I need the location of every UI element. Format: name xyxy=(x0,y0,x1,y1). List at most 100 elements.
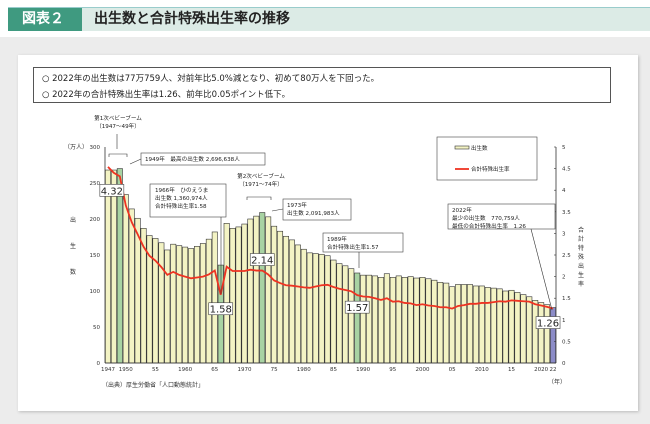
birth-bar xyxy=(182,246,189,364)
right-tick-label: 0 xyxy=(562,361,566,367)
source-note: （出典）厚生労働省「人口動態統計」 xyxy=(102,381,204,389)
tfr-value-label-box xyxy=(535,316,561,329)
annotation-box xyxy=(282,198,352,221)
x-tick-label: 15 xyxy=(508,367,515,373)
left-axis-label-char: 出 xyxy=(70,216,76,224)
annotation-box xyxy=(447,203,556,230)
birth-bar xyxy=(407,276,414,364)
birth-bar xyxy=(253,215,260,364)
birth-bar xyxy=(271,225,278,364)
birth-bar xyxy=(401,277,408,364)
annotation-1989: 合計特殊出生率1.57 xyxy=(327,243,379,251)
tfr-value-label-box xyxy=(249,253,275,266)
birth-bar xyxy=(354,272,361,364)
birth-bar xyxy=(312,253,319,364)
annotation-arrow xyxy=(271,208,284,212)
left-tick-label: 300 xyxy=(90,145,101,151)
birth-bar xyxy=(490,287,497,364)
birth-bar xyxy=(514,292,521,364)
birth-bar xyxy=(472,285,479,364)
birth-bar xyxy=(520,294,527,364)
birth-bar xyxy=(122,194,129,364)
birth-bar xyxy=(211,231,218,364)
birth-bar xyxy=(526,296,533,364)
birth-bar xyxy=(223,223,230,364)
annotation-2022: 最少の出生数 770,759人 xyxy=(452,214,520,222)
birth-bar xyxy=(538,302,545,364)
birth-bar xyxy=(383,273,390,364)
summary-line: ○ 2022年の出生数は77万759人、対前年比5.0%減となり、初めて80万人… xyxy=(42,74,380,84)
annotation-bracket xyxy=(108,153,128,157)
birth-bar xyxy=(259,212,266,364)
x-tick-label: 1970 xyxy=(237,367,251,373)
birth-bar xyxy=(372,275,378,364)
birth-bar xyxy=(478,285,485,364)
right-axis-label-char: 合 xyxy=(578,226,584,234)
birth-bar xyxy=(550,307,556,364)
birth-bar xyxy=(443,282,450,364)
birth-bar xyxy=(360,274,367,364)
right-tick-label: 2 xyxy=(562,275,566,281)
figure-title: 出生数と合計特殊出生率の推移 xyxy=(94,11,290,27)
birth-bar xyxy=(431,279,438,364)
right-tick-label: 0.5 xyxy=(562,339,571,345)
birth-bar xyxy=(247,218,254,364)
birth-bar xyxy=(324,255,331,364)
birth-bar xyxy=(318,253,325,364)
birth-bar xyxy=(170,243,177,364)
legend-box xyxy=(436,136,538,181)
annotation-box xyxy=(322,232,404,253)
birth-bar xyxy=(419,277,426,364)
birth-bar xyxy=(283,235,289,364)
right-tick-label: 1 xyxy=(562,318,566,324)
right-tick-label: 4 xyxy=(562,188,566,194)
birth-bar xyxy=(205,238,212,364)
x-tick-label: 1980 xyxy=(297,367,311,373)
annotation-1973: 1973年 xyxy=(287,201,307,209)
tfr-value-label: 4.32 xyxy=(101,186,123,197)
legend-label-births: 出生数 xyxy=(471,144,488,152)
right-axis-label-char: 計 xyxy=(578,235,584,243)
legend-swatch-births xyxy=(454,145,470,150)
right-axis-label-char: 生 xyxy=(578,271,584,279)
birth-bar xyxy=(194,246,200,364)
x-tick-label: 65 xyxy=(211,367,218,373)
annotation-box xyxy=(149,183,227,218)
birth-bar xyxy=(116,168,123,364)
birth-bar xyxy=(496,288,503,364)
birth-bar xyxy=(348,268,355,364)
left-tick-label: 50 xyxy=(93,325,100,331)
birth-bar xyxy=(294,244,301,364)
x-tick-label: 2000 xyxy=(415,367,429,373)
x-tick-label: 22 xyxy=(550,367,557,373)
right-tick-label: 2.5 xyxy=(562,253,571,259)
birth-bar xyxy=(164,249,171,364)
annotation-1966: 1966年 ひのえうま xyxy=(155,186,208,194)
annotation-1973: 出生数 2,091,983人 xyxy=(287,209,340,217)
tfr-value-label-box xyxy=(344,300,370,314)
x-tick-label: 1950 xyxy=(119,367,133,373)
birth-bar xyxy=(544,304,551,364)
annotation-baby-boom-1: （1947～49年） xyxy=(96,122,140,130)
birth-bar xyxy=(306,252,313,364)
annotation-bracket xyxy=(246,196,272,200)
birth-bar xyxy=(158,242,165,364)
tfr-value-label: 1.58 xyxy=(210,305,232,316)
annotation-baby-boom-1: 第1次ベビーブーム xyxy=(94,114,142,122)
birth-bar xyxy=(336,263,343,364)
x-axis-unit: （年） xyxy=(548,378,566,386)
annotation-1966: 出生数 1,360,974人 xyxy=(155,194,208,202)
right-axis-label-char: 出 xyxy=(578,262,584,270)
right-tick-label: 3 xyxy=(562,231,566,237)
birth-bar xyxy=(437,282,444,364)
x-tick-label: 1947 xyxy=(101,367,115,373)
birth-bar xyxy=(235,226,242,364)
right-tick-label: 4.5 xyxy=(562,167,571,173)
annotation-arrow xyxy=(530,228,553,311)
annotation-1966: 合計特殊出生率1.58 xyxy=(155,202,207,210)
right-axis-label-char: 率 xyxy=(578,280,584,288)
left-tick-label: 100 xyxy=(90,289,101,295)
birth-bar xyxy=(277,230,284,364)
x-tick-label: 1960 xyxy=(178,367,192,373)
birth-bar xyxy=(300,248,307,364)
